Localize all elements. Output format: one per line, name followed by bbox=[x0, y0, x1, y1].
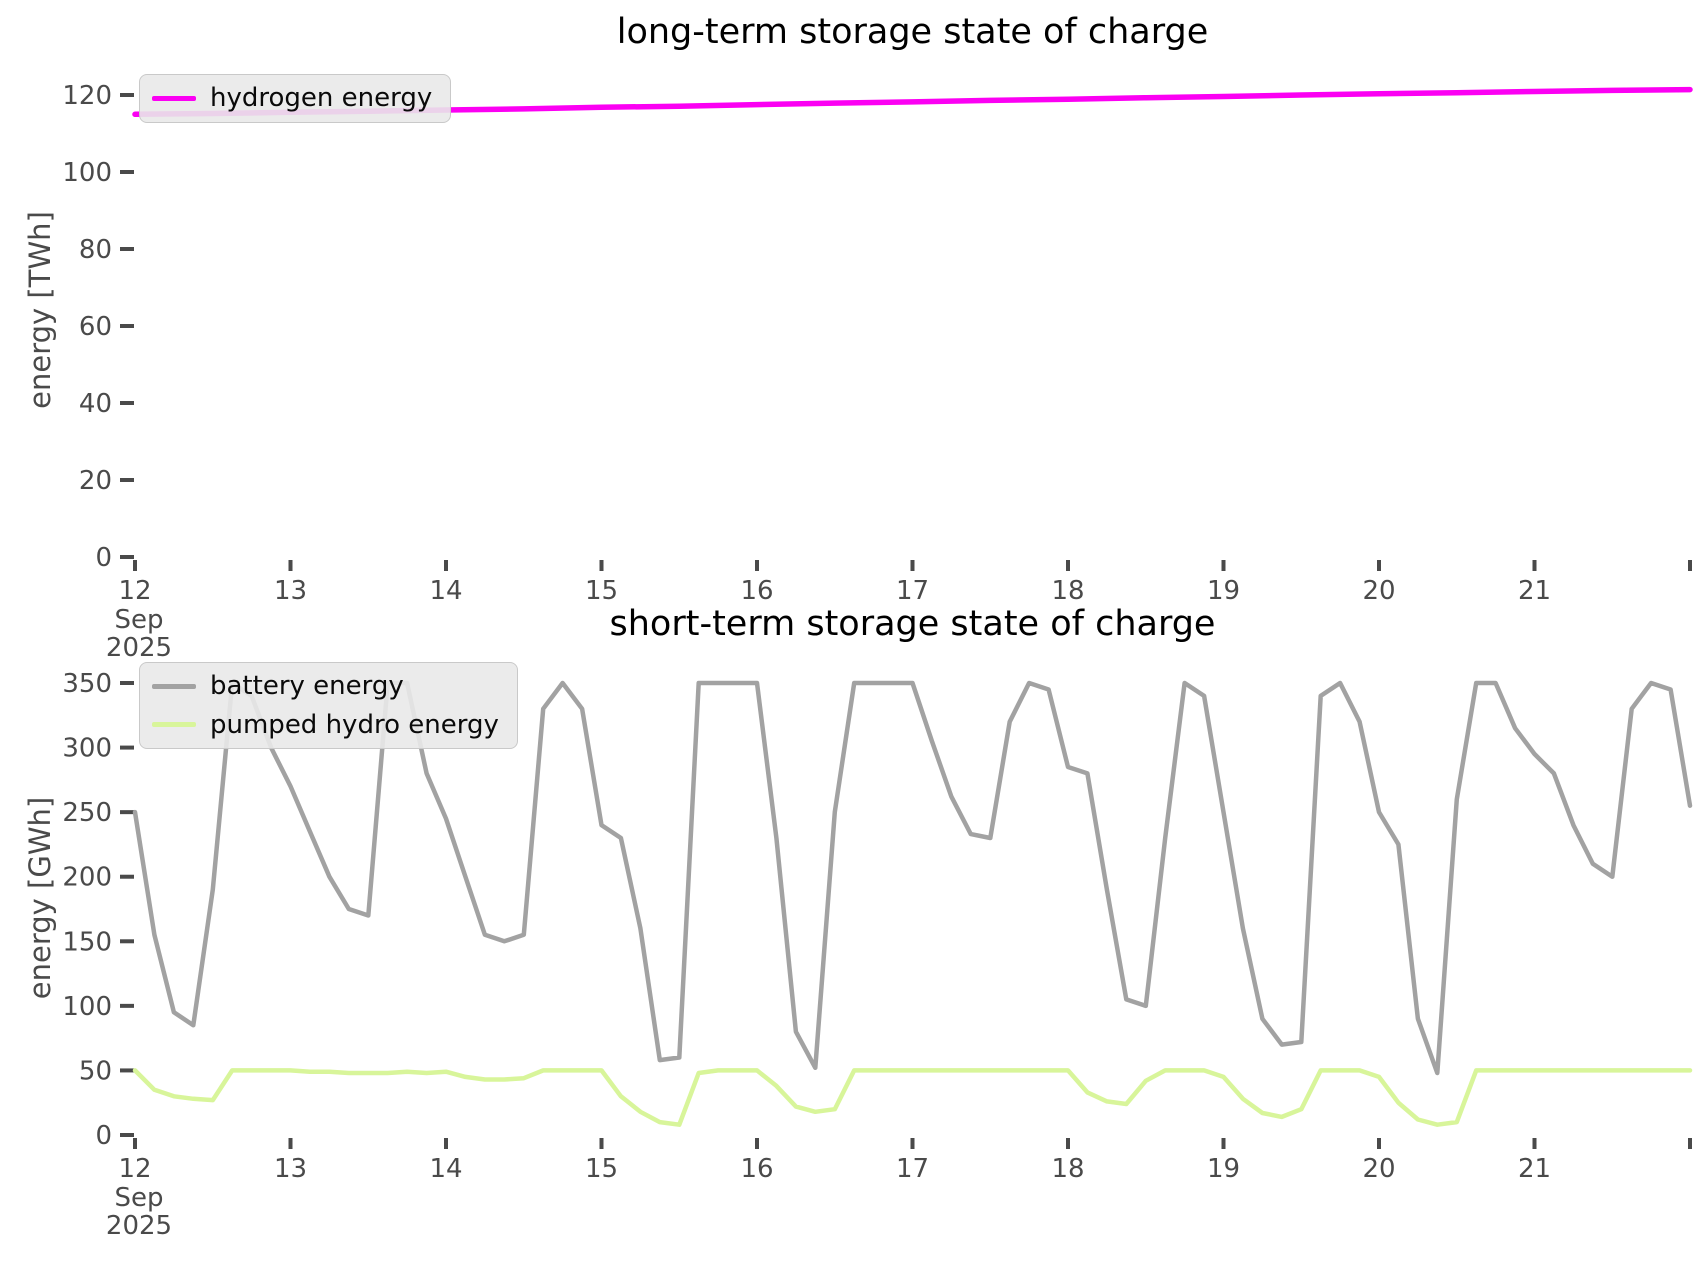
x-tick-label: 12 bbox=[118, 1154, 151, 1184]
y-axis-label-twh: energy [TWh] bbox=[23, 211, 57, 409]
x-tick-label: 20 bbox=[1362, 1154, 1395, 1184]
y-tick-label: 80 bbox=[79, 235, 112, 265]
x-tick-label: 16 bbox=[740, 1154, 773, 1184]
y-tick-label: 40 bbox=[79, 389, 112, 419]
x-tick-label: 17 bbox=[896, 576, 929, 606]
x-tick-label: 18 bbox=[1051, 1154, 1084, 1184]
y-tick-label: 300 bbox=[62, 734, 112, 764]
legend-swatch-battery-energy bbox=[152, 683, 196, 689]
x-tick-label: 15 bbox=[585, 576, 618, 606]
x-tick-label: 13 bbox=[274, 1154, 307, 1184]
x-tick-sublabel: 2025 bbox=[106, 1211, 172, 1241]
y-tick-label: 20 bbox=[79, 466, 112, 496]
y-tick-label: 0 bbox=[95, 543, 112, 573]
x-tick-label: 12 bbox=[118, 576, 151, 606]
legend-swatch-pumped-hydro-energy bbox=[152, 722, 196, 728]
chart-title-short-term: short-term storage state of charge bbox=[609, 604, 1216, 644]
x-tick-label: 21 bbox=[1518, 576, 1551, 606]
chart-title-long-term: long-term storage state of charge bbox=[616, 12, 1209, 52]
x-tick-label: 13 bbox=[274, 576, 307, 606]
pumped-hydro-energy-line bbox=[132, 1068, 1693, 1127]
x-tick-sublabel: Sep bbox=[114, 605, 163, 635]
x-tick-label: 20 bbox=[1362, 576, 1395, 606]
x-tick-label: 19 bbox=[1207, 576, 1240, 606]
x-tick-label: 17 bbox=[896, 1154, 929, 1184]
x-tick-sublabel: Sep bbox=[114, 1183, 163, 1213]
legend-item: pumped hydro energy bbox=[152, 709, 499, 740]
x-tick-label: 15 bbox=[585, 1154, 618, 1184]
x-tick-label: 14 bbox=[429, 576, 462, 606]
legend-swatch-hydrogen-energy bbox=[152, 95, 196, 101]
y-tick-label: 0 bbox=[95, 1121, 112, 1151]
x-tick-label: 21 bbox=[1518, 1154, 1551, 1184]
x-tick-label: 16 bbox=[740, 576, 773, 606]
y-tick-label: 100 bbox=[62, 158, 112, 188]
x-tick-sublabel: 2025 bbox=[106, 633, 172, 663]
y-tick-label: 150 bbox=[62, 927, 112, 957]
y-tick-label: 120 bbox=[62, 81, 112, 111]
y-tick-label: 60 bbox=[79, 312, 112, 342]
x-tick-label: 18 bbox=[1051, 576, 1084, 606]
x-tick-label: 19 bbox=[1207, 1154, 1240, 1184]
legend-label: hydrogen energy bbox=[210, 83, 433, 113]
y-tick-label: 250 bbox=[62, 798, 112, 828]
legend-label: battery energy bbox=[210, 671, 404, 701]
y-tick-label: 200 bbox=[62, 863, 112, 893]
y-axis-label-gwh: energy [GWh] bbox=[23, 796, 57, 1000]
y-tick-label: 100 bbox=[62, 992, 112, 1022]
legend-short-term: battery energy pumped hydro energy bbox=[139, 662, 518, 750]
y-tick-label: 50 bbox=[79, 1056, 112, 1086]
y-tick-label: 350 bbox=[62, 669, 112, 699]
legend-label: pumped hydro energy bbox=[210, 709, 499, 740]
legend-item: hydrogen energy bbox=[152, 84, 432, 113]
legend-item: battery energy bbox=[152, 672, 499, 701]
legend-long-term: hydrogen energy bbox=[139, 74, 452, 123]
x-tick-label: 14 bbox=[429, 1154, 462, 1184]
